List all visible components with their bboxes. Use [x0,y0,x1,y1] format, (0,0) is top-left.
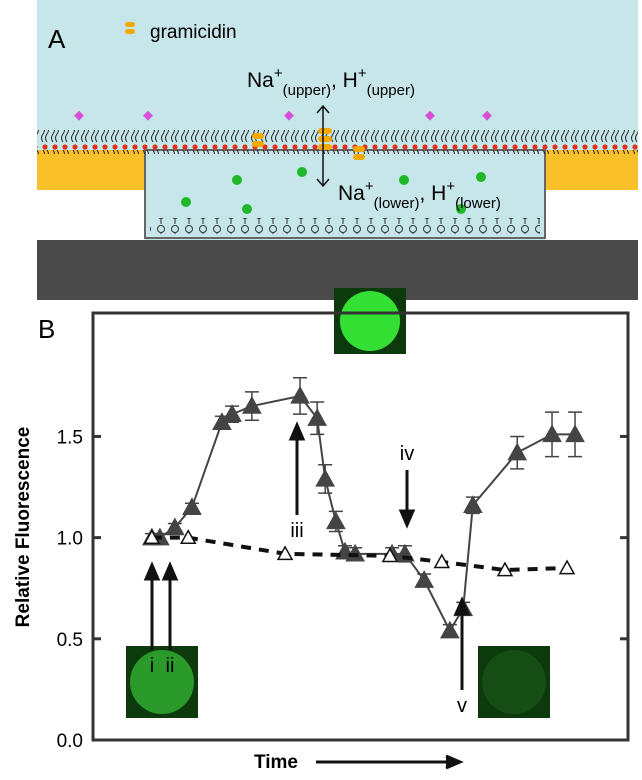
substrate [545,190,638,240]
y-tick-label: 1.0 [57,529,83,550]
marker [291,387,309,403]
marker [508,444,526,460]
annotation-arrow [401,470,413,525]
y-tick-label: 1.5 [57,427,83,448]
panel-label: B [38,314,55,344]
ion: , H [419,182,446,205]
y-axis-label: Relative Fluorescence [13,427,34,628]
annotation-arrow [146,565,158,650]
charge: + [446,178,455,195]
figure: A gramicidin Na+(upper), H+(upper) Na+(l… [0,0,642,775]
annotation-arrow [164,565,176,650]
annotation: iii [290,520,303,542]
legend-text: gramicidin [150,22,237,43]
gold-layer [37,150,145,190]
annotation: i [150,655,154,677]
substrate [37,190,145,240]
panel-label: A [48,24,66,54]
page: A gramicidin Na+(upper), H+(upper) Na+(l… [0,0,642,780]
gold-layer [545,150,638,190]
tether [150,218,540,234]
subscript: (lower) [374,195,420,212]
annotation: v [457,695,467,717]
series-line [152,396,575,631]
subscript: (upper) [367,82,415,99]
x-axis-label: Time [254,752,298,773]
marker [183,498,201,514]
annotation-arrow [291,425,303,515]
bilayer [37,130,638,154]
y-tick-label: 0.0 [57,731,83,752]
charge: + [365,178,374,195]
ion: Na [338,182,365,205]
marker [327,512,345,528]
time-arrow [316,756,460,768]
subscript: (upper) [283,82,331,99]
annotation: ii [166,655,175,677]
panel-a: A gramicidin Na+(upper), H+(upper) Na+(l… [37,0,638,300]
annotation: iv [400,443,414,465]
ion: Na [247,69,274,92]
y-tick-label: 0.5 [57,630,83,651]
marker [560,561,574,574]
annotation-arrow [456,600,468,690]
charge: + [358,65,367,82]
ion: , H [331,69,358,92]
marker [316,470,334,486]
charge: + [274,65,283,82]
marker [223,405,241,421]
subscript: (lower) [455,195,501,212]
